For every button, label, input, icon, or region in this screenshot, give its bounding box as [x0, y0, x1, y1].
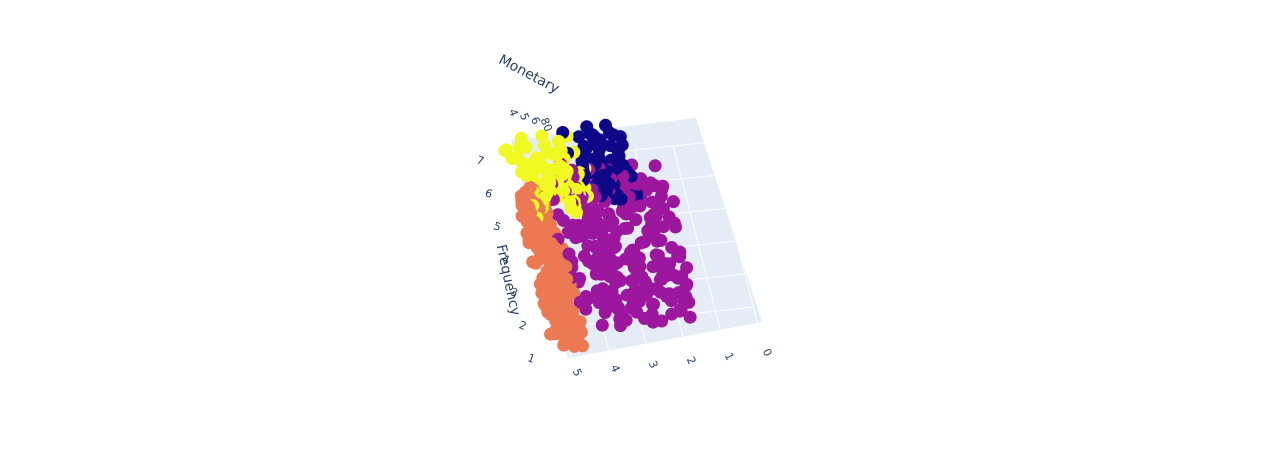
data-point: [595, 318, 609, 332]
data-point: [666, 195, 680, 209]
data-point: [665, 241, 679, 254]
tick-label: 5: [517, 111, 532, 122]
data-point: [620, 288, 634, 302]
data-point: [589, 267, 603, 281]
data-point: [552, 134, 566, 148]
data-point: [619, 207, 633, 221]
tick-label: 6: [483, 186, 494, 201]
tick-label: 4: [608, 363, 623, 375]
tick-label: 1: [526, 351, 537, 366]
tick-label: 7: [475, 153, 486, 168]
data-point: [602, 207, 616, 221]
data-point: [577, 249, 591, 263]
data-point: [544, 327, 558, 341]
data-point: [648, 159, 662, 173]
tick-label: 1: [722, 351, 737, 363]
tick-label: 2: [517, 318, 528, 333]
data-point: [563, 195, 577, 209]
data-point: [557, 338, 571, 352]
data-point: [636, 235, 650, 249]
tick-label: 80: [538, 116, 555, 134]
tick-label: 6: [528, 115, 543, 126]
data-point: [683, 310, 697, 324]
tick-label: 5: [492, 219, 503, 234]
data-point: [573, 295, 587, 309]
data-point: [562, 247, 576, 261]
tick-label: 5: [570, 367, 585, 379]
data-point: [656, 220, 670, 234]
data-point: [538, 298, 552, 312]
data-point: [610, 225, 624, 238]
data-point: [498, 144, 512, 158]
data-points: [498, 118, 697, 353]
data-point: [654, 189, 668, 203]
tick-label: 3: [509, 285, 520, 300]
data-point: [645, 195, 659, 209]
data-point: [535, 286, 549, 300]
data-point: [646, 260, 660, 274]
data-point: [654, 273, 667, 286]
data-point: [599, 118, 612, 132]
data-point: [671, 271, 685, 285]
data-point: [514, 189, 528, 203]
data-point: [624, 301, 638, 315]
z-axis-title: Monetary: [496, 52, 562, 97]
data-point: [572, 130, 586, 144]
y-axis-title: Frequency: [493, 243, 524, 317]
data-point: [581, 239, 595, 253]
data-point: [551, 208, 565, 222]
tick-label: 0: [760, 347, 775, 359]
tick-label: 3: [646, 359, 661, 371]
data-point: [665, 307, 679, 321]
data-point: [580, 120, 594, 134]
data-point: [646, 297, 659, 311]
y-grid-line: [571, 339, 763, 361]
data-point: [515, 165, 529, 179]
tick-label: 2: [684, 355, 699, 367]
data-point: [549, 161, 562, 175]
tick-label: 4: [506, 107, 521, 118]
y-axis-ticks: 1 2 3 4 5 6 7: [475, 153, 537, 366]
data-point: [613, 312, 627, 326]
data-point: [603, 139, 617, 153]
data-point: [522, 236, 536, 250]
data-point: [512, 140, 526, 154]
tick-label: 4: [500, 252, 511, 267]
data-point: [535, 129, 549, 143]
data-point: [526, 255, 540, 269]
data-point: [592, 296, 606, 310]
data-point: [641, 224, 655, 238]
data-point: [515, 209, 529, 223]
x-axis-ticks: 0 1 2 3 4 5: [570, 347, 775, 379]
data-point: [625, 274, 639, 288]
data-point: [561, 225, 575, 239]
